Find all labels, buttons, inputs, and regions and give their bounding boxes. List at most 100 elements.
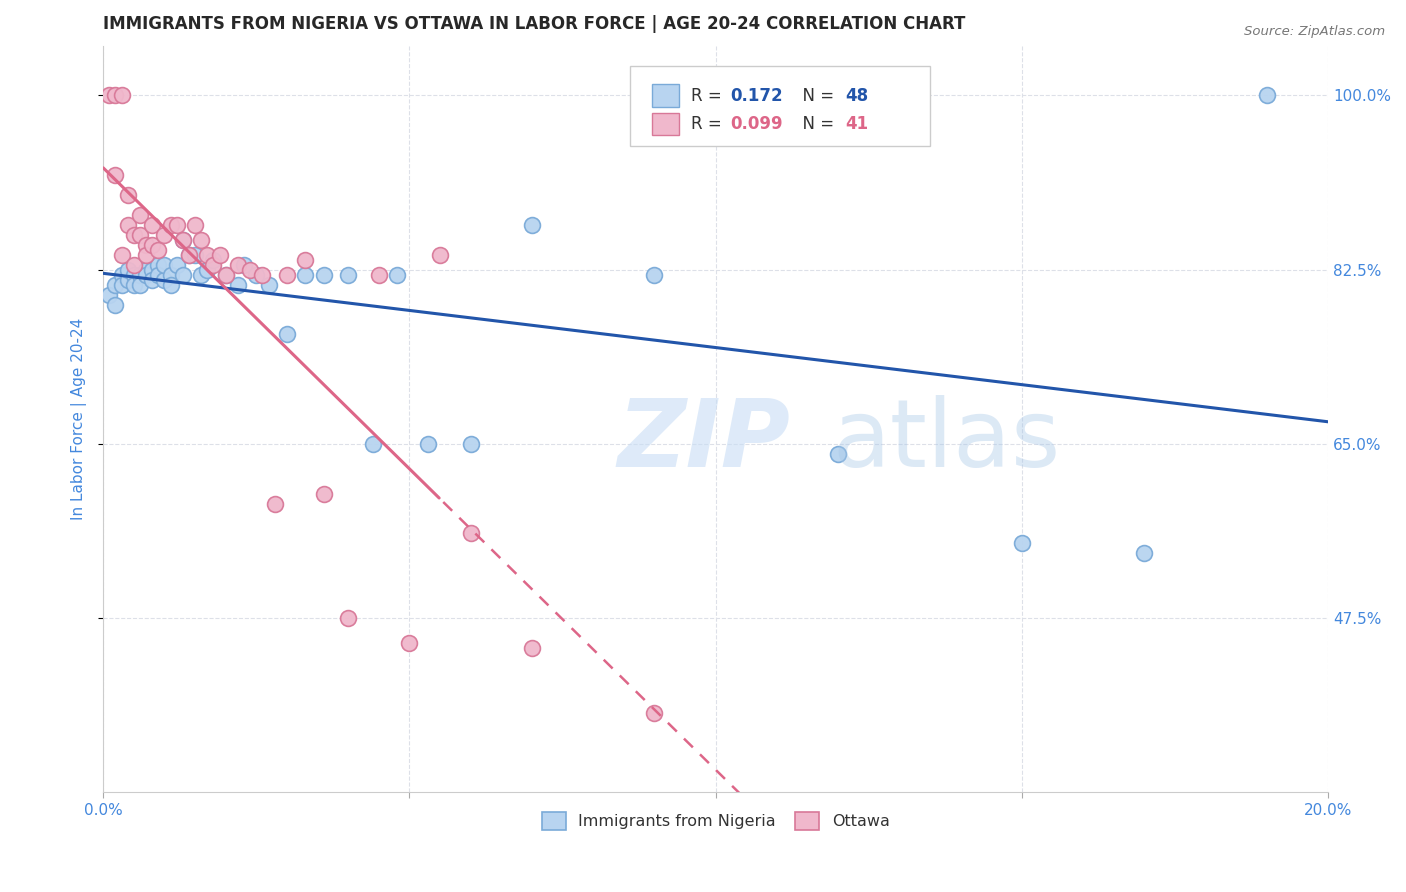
Point <box>177 248 200 262</box>
Text: R =: R = <box>692 115 727 133</box>
Text: Source: ZipAtlas.com: Source: ZipAtlas.com <box>1244 25 1385 38</box>
Point <box>98 88 121 103</box>
Point <box>226 258 249 272</box>
Text: R =: R = <box>692 87 727 104</box>
Point <box>110 277 132 292</box>
Point <box>110 88 132 103</box>
Point <box>129 268 152 282</box>
Point <box>129 227 152 242</box>
Point <box>141 262 163 277</box>
Point <box>429 248 451 262</box>
Point <box>117 188 139 202</box>
Point <box>172 268 194 282</box>
Point <box>117 262 139 277</box>
Text: 48: 48 <box>845 87 869 104</box>
Text: IMMIGRANTS FROM NIGERIA VS OTTAWA IN LABOR FORCE | AGE 20-24 CORRELATION CHART: IMMIGRANTS FROM NIGERIA VS OTTAWA IN LAB… <box>103 15 966 33</box>
Point <box>135 237 157 252</box>
Point <box>520 218 543 232</box>
Point <box>312 268 335 282</box>
Point <box>367 268 389 282</box>
Point <box>122 277 145 292</box>
Y-axis label: In Labor Force | Age 20-24: In Labor Force | Age 20-24 <box>72 318 87 520</box>
Point <box>166 218 188 232</box>
Point <box>184 248 207 262</box>
Point <box>1256 88 1278 103</box>
Point <box>110 268 132 282</box>
Point <box>337 268 360 282</box>
FancyBboxPatch shape <box>630 66 929 146</box>
Point <box>122 258 145 272</box>
Point <box>520 640 543 655</box>
Point <box>135 262 157 277</box>
Point <box>190 233 212 247</box>
Point <box>239 262 262 277</box>
Point <box>312 486 335 500</box>
Point <box>135 268 157 282</box>
Point <box>129 208 152 222</box>
Point <box>122 268 145 282</box>
Text: 41: 41 <box>845 115 869 133</box>
Point <box>104 168 127 182</box>
Point <box>122 227 145 242</box>
Point <box>104 88 127 103</box>
Point <box>172 233 194 247</box>
Point <box>104 277 127 292</box>
Point <box>159 218 181 232</box>
Point <box>184 218 207 232</box>
Point <box>416 437 439 451</box>
Point <box>827 447 849 461</box>
Point <box>135 248 157 262</box>
Text: 0.099: 0.099 <box>730 115 783 133</box>
Point <box>385 268 408 282</box>
Point <box>337 611 360 625</box>
Legend: Immigrants from Nigeria, Ottawa: Immigrants from Nigeria, Ottawa <box>536 805 896 837</box>
FancyBboxPatch shape <box>652 113 679 136</box>
Point <box>215 268 238 282</box>
Point <box>1011 536 1033 550</box>
Point <box>245 268 267 282</box>
Point <box>276 327 298 342</box>
Point <box>153 258 176 272</box>
Point <box>1133 546 1156 560</box>
Point <box>166 258 188 272</box>
Point <box>159 277 181 292</box>
Text: atlas: atlas <box>832 395 1060 487</box>
Text: 0.172: 0.172 <box>730 87 783 104</box>
Point <box>153 227 176 242</box>
Point <box>110 248 132 262</box>
Point <box>294 268 316 282</box>
Point <box>141 237 163 252</box>
Point <box>159 268 181 282</box>
Point <box>148 243 170 257</box>
Point <box>643 706 665 720</box>
Text: ZIP: ZIP <box>617 395 790 487</box>
Point <box>153 272 176 286</box>
Point <box>215 268 238 282</box>
Point <box>233 258 256 272</box>
Point <box>252 268 274 282</box>
Point <box>117 218 139 232</box>
Point <box>643 268 665 282</box>
Point <box>202 258 225 272</box>
Point <box>263 497 285 511</box>
Point <box>398 636 420 650</box>
Point <box>226 277 249 292</box>
Point <box>141 218 163 232</box>
Point <box>117 272 139 286</box>
Point <box>129 277 152 292</box>
Point <box>361 437 384 451</box>
Point <box>276 268 298 282</box>
Point <box>172 233 194 247</box>
Text: N =: N = <box>792 115 839 133</box>
Point <box>257 277 280 292</box>
Point <box>294 252 316 267</box>
Point <box>190 268 212 282</box>
Point <box>98 287 121 301</box>
Point <box>202 252 225 267</box>
Point <box>148 258 170 272</box>
Text: N =: N = <box>792 87 839 104</box>
Point <box>177 248 200 262</box>
Point <box>141 272 163 286</box>
Point <box>195 248 218 262</box>
FancyBboxPatch shape <box>652 85 679 107</box>
